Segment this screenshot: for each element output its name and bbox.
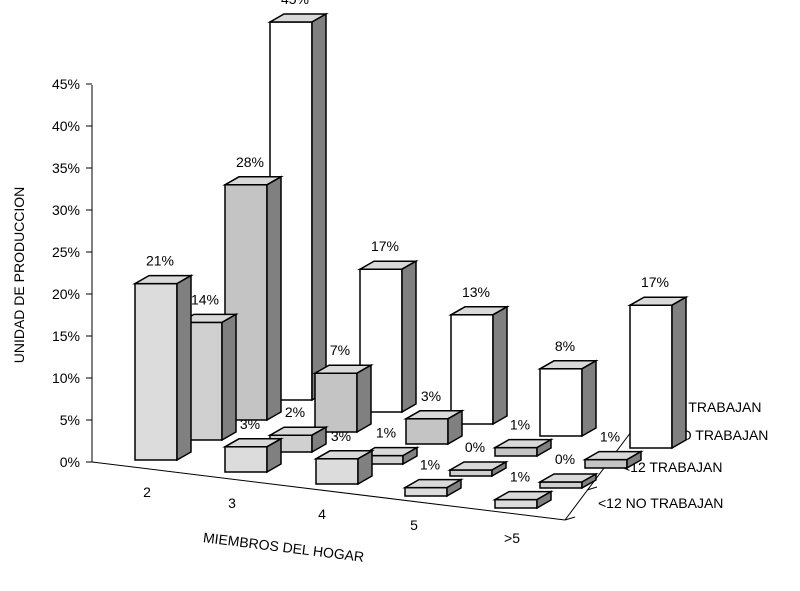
y-tick-label: 40%: [52, 118, 80, 134]
data-label: 17%: [371, 238, 399, 254]
data-label: 21%: [146, 253, 174, 269]
bar: 0%: [537, 451, 599, 490]
bar: 3%: [403, 388, 465, 446]
bar: 21%: [132, 253, 194, 462]
bar-front-face: [449, 469, 493, 477]
bar-side-face: [447, 409, 463, 446]
bar-side-face: [536, 438, 552, 458]
y-tick-label: 45%: [52, 76, 80, 92]
bar-side-face: [671, 295, 687, 450]
bar-front-face: [134, 282, 178, 461]
bar-side-face: [581, 472, 597, 490]
bar: 17%: [627, 274, 689, 450]
x-axis-title: MIEMBROS DEL HOGAR: [202, 529, 365, 565]
bar-side-face: [626, 450, 642, 470]
y-tick-label: 0%: [60, 454, 80, 470]
bar: 1%: [402, 457, 464, 498]
data-label: 45%: [281, 0, 309, 7]
bar: 2%: [267, 404, 329, 454]
data-label: 7%: [330, 342, 350, 358]
bar-front-face: [494, 498, 538, 509]
bar-side-face: [266, 437, 282, 474]
data-label: 1%: [420, 457, 440, 473]
y-tick-label: 10%: [52, 370, 80, 386]
bar-side-face: [581, 359, 597, 438]
bar: 3%: [313, 428, 375, 486]
series-tick-mark: [586, 486, 598, 491]
series-tick-mark: [564, 516, 576, 521]
bar-front-face: [539, 368, 583, 437]
bar-front-face: [450, 314, 494, 425]
data-label: 14%: [191, 291, 219, 307]
data-label: 0%: [465, 439, 485, 455]
x-tick-label: 4: [318, 506, 326, 522]
bar-front-face: [405, 418, 449, 445]
x-ticks: 2 3 4 5 >5: [143, 484, 520, 546]
bar-front-face: [404, 486, 448, 497]
data-label: 1%: [510, 469, 530, 485]
floor-front-edge: [91, 461, 566, 521]
y-ticks: 0% 5% 10% 15% 20% 25% 30% 35% 40% 45%: [52, 76, 92, 470]
y-axis-title: UNIDAD DE PRODUCCION: [11, 187, 27, 364]
bar: 7%: [312, 342, 374, 434]
bar-side-face: [266, 175, 282, 422]
bar-side-face: [446, 478, 462, 498]
data-label: 17%: [641, 274, 669, 290]
y-tick-label: 20%: [52, 286, 80, 302]
x-tick-label: 3: [228, 495, 236, 511]
x-tick-label: >5: [504, 530, 520, 546]
bar: 3%: [222, 416, 284, 474]
bar: 1%: [492, 417, 554, 458]
data-label: 28%: [236, 154, 264, 170]
bar: 13%: [448, 284, 510, 426]
bar-front-face: [629, 304, 673, 449]
bar-side-face: [402, 446, 418, 466]
data-label: 1%: [376, 425, 396, 441]
bar-front-face: [224, 446, 268, 473]
y-tick-label: 15%: [52, 328, 80, 344]
data-label: 3%: [240, 416, 260, 432]
bar-side-face: [176, 274, 192, 462]
bar-side-face: [221, 313, 237, 442]
bar: 1%: [492, 469, 554, 510]
bar-side-face: [356, 363, 372, 434]
data-label: 2%: [285, 404, 305, 420]
data-label: 0%: [555, 451, 575, 467]
bar-front-face: [539, 481, 583, 489]
bar-front-face: [494, 446, 538, 457]
data-label: 1%: [600, 429, 620, 445]
data-label: 3%: [421, 388, 441, 404]
bar-front-face: [314, 372, 358, 433]
bar-side-face: [311, 425, 327, 454]
x-tick-label: 5: [410, 517, 418, 533]
bar-side-face: [536, 490, 552, 510]
bar: 1%: [358, 425, 420, 466]
data-label: 8%: [555, 338, 575, 354]
x-tick-label: 2: [143, 484, 151, 500]
data-label: 1%: [510, 417, 530, 433]
bar: 8%: [537, 338, 599, 438]
series-label: <12 NO TRABAJAN: [598, 495, 723, 511]
bar-side-face: [357, 449, 373, 486]
bar-side-face: [492, 305, 508, 426]
bar-side-face: [401, 259, 417, 414]
bar-front-face: [584, 458, 628, 469]
y-tick-label: 30%: [52, 202, 80, 218]
bar-side-face: [311, 12, 327, 402]
y-tick-label: 35%: [52, 160, 80, 176]
data-label: 13%: [462, 284, 490, 300]
bar-front-face: [315, 458, 359, 485]
bar-side-face: [491, 460, 507, 478]
data-label: 3%: [331, 428, 351, 444]
series-label: <12 TRABAJAN: [622, 459, 723, 475]
bar: 1%: [582, 429, 644, 470]
bars: 45%17%13%8%17%28%7%3%1%1%14%2%1%0%0%21%3…: [132, 0, 689, 510]
y-tick-label: 5%: [60, 412, 80, 428]
bar: 0%: [447, 439, 509, 478]
y-tick-label: 25%: [52, 244, 80, 260]
